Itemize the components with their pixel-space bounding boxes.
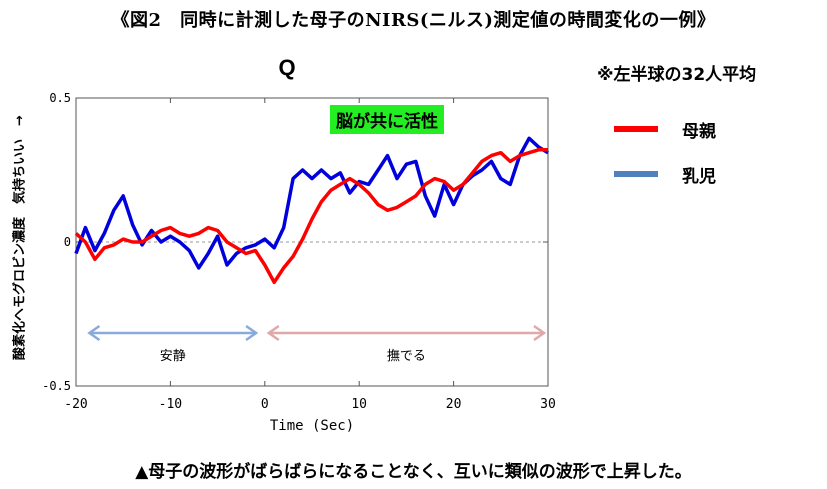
annotation-arrowhead-left (87, 324, 101, 342)
x-axis-label: Time (Sec) (270, 418, 354, 434)
x-tick-label: 30 (540, 397, 556, 412)
series-line-mother (74, 148, 548, 285)
caption: ▲母子の波形がばらばらになることなく、互いに類似の波形で上昇した。 (135, 462, 692, 482)
annotation-arrowhead-left (266, 324, 280, 342)
chart-title: Q (278, 55, 295, 80)
highlight-label: 脳が共に活性 (330, 105, 444, 134)
x-tick-label: 10 (351, 397, 367, 412)
legend-label-mother: 母親 (682, 122, 716, 142)
page-title: 《図2 同時に計測した母子のNIRS(ニルス)測定値の時間変化の一例》 (111, 10, 716, 31)
x-tick-label: -20 (64, 397, 87, 412)
legend-label-infant: 乳児 (682, 167, 716, 187)
legend-swatch-mother (614, 126, 658, 132)
annotation-arrowhead-right (245, 324, 259, 342)
annotation-label: 撫でる (387, 349, 426, 364)
annotation-label: 安静 (160, 349, 186, 364)
legend-swatch-infant (614, 171, 658, 177)
series-line-infant (74, 136, 549, 270)
y-tick-label: 0.5 (49, 91, 71, 105)
x-tick-label: -10 (159, 397, 182, 412)
x-tick-label: 0 (261, 397, 269, 412)
y-axis-label: 酸素化ヘモグロビン濃度 気持ちいい → (12, 115, 28, 360)
y-tick-label: -0.5 (42, 379, 71, 393)
y-tick-label: 0 (64, 235, 71, 249)
x-tick-label: 20 (446, 397, 462, 412)
note-text: ※左半球の32人平均 (597, 65, 757, 85)
annotation-arrowhead-right (533, 324, 547, 342)
